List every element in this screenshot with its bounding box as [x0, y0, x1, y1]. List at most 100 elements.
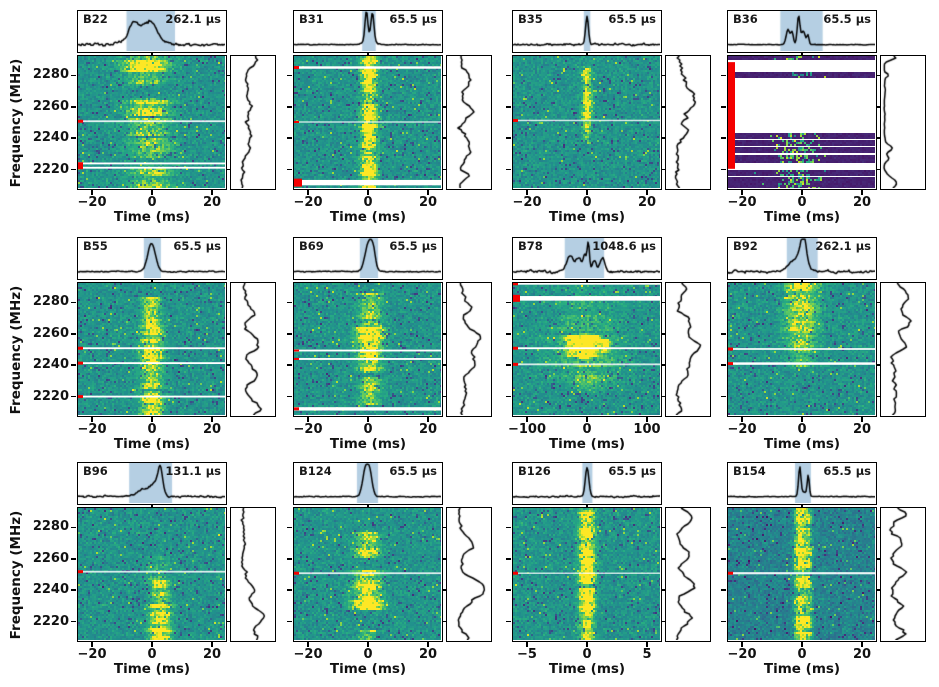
y-tick-label: 2240	[32, 582, 69, 598]
timeseries-x-tick-mark	[367, 53, 369, 55]
y-tick-mark	[721, 333, 726, 335]
x-tick-mark	[646, 417, 648, 422]
spectrogram-canvas	[78, 508, 225, 640]
timeseries-x-tick-mark	[367, 505, 369, 507]
panel-duration-label: 262.1 µs	[815, 239, 871, 253]
spectrogram-canvas	[728, 56, 875, 188]
y-tick-mark	[876, 364, 880, 366]
panel-duration-label: 65.5 µs	[823, 12, 871, 26]
y-tick-label: 2260	[32, 325, 69, 341]
y-tick-mark	[442, 395, 446, 398]
spectrogram-plot	[512, 507, 662, 642]
x-tick-label: 0	[363, 422, 373, 437]
x-tick-mark	[646, 642, 648, 647]
x-tick-label: 0	[147, 647, 157, 662]
x-tick-mark	[861, 642, 863, 647]
y-tick-mark	[442, 168, 446, 171]
spectrogram-canvas	[294, 56, 441, 188]
spectrogram-plot	[77, 282, 227, 417]
y-tick-label: 2280	[32, 519, 69, 535]
y-tick-mark	[226, 137, 230, 139]
x-axis-label: Time (ms)	[113, 661, 191, 677]
spectrogram-plot	[727, 282, 877, 417]
x-tick-label: 20	[852, 647, 872, 662]
freq-profile-plot	[880, 55, 926, 190]
spectrogram-canvas	[78, 56, 225, 188]
x-tick-label: 20	[418, 195, 438, 210]
spectrogram-plot	[77, 507, 227, 642]
y-tick-mark	[876, 395, 880, 398]
y-tick-mark	[287, 333, 292, 335]
x-tick-label: 20	[852, 195, 872, 210]
y-tick-mark	[661, 301, 665, 304]
x-tick-label: 20	[852, 422, 872, 437]
x-axis-label: Time (ms)	[329, 661, 407, 677]
x-tick-mark	[211, 642, 213, 647]
x-axis-label: Time (ms)	[763, 209, 841, 225]
x-tick-mark	[586, 190, 588, 195]
x-axis-label: Time (ms)	[113, 436, 191, 452]
y-tick-mark	[661, 589, 665, 591]
y-tick-mark	[506, 74, 511, 77]
x-tick-mark	[91, 417, 93, 422]
panel-id-label: B78	[518, 239, 543, 253]
x-axis-label: Time (ms)	[329, 209, 407, 225]
x-tick-label: −100	[507, 422, 547, 437]
freq-profile-plot	[665, 55, 711, 190]
x-tick-label: 0	[797, 647, 807, 662]
y-tick-mark	[506, 526, 511, 529]
timeseries-canvas	[513, 463, 660, 503]
timeseries-canvas	[728, 238, 875, 278]
y-tick-mark	[661, 333, 665, 335]
y-tick-mark	[71, 106, 76, 108]
freq-profile-canvas	[447, 508, 490, 640]
y-tick-mark	[226, 589, 230, 591]
y-tick-mark	[287, 620, 292, 623]
y-tick-label: 2240	[32, 130, 69, 146]
y-tick-mark	[721, 168, 726, 171]
timeseries-canvas	[728, 463, 875, 503]
x-tick-label: 0	[147, 195, 157, 210]
timeseries-canvas	[78, 11, 225, 51]
freq-profile-canvas	[231, 283, 274, 415]
x-tick-mark	[151, 642, 153, 647]
y-tick-mark	[876, 106, 880, 108]
x-tick-mark	[646, 190, 648, 195]
y-tick-mark	[287, 168, 292, 171]
panel-duration-label: 65.5 µs	[823, 464, 871, 478]
y-tick-mark	[721, 301, 726, 304]
panel-id-label: B126	[518, 464, 551, 478]
y-tick-mark	[71, 168, 76, 171]
y-tick-mark	[442, 558, 446, 560]
x-axis-label: Time (ms)	[763, 436, 841, 452]
timeseries-plot: B36 65.5 µs	[727, 10, 877, 53]
timeseries-x-tick-mark	[367, 280, 369, 282]
y-tick-mark	[226, 620, 230, 623]
timeseries-plot: B154 65.5 µs	[727, 462, 877, 505]
x-tick-label: 0	[582, 195, 592, 210]
timeseries-plot: B78 1048.6 µs	[512, 237, 662, 280]
panel-duration-label: 1048.6 µs	[592, 239, 656, 253]
x-tick-label: 100	[633, 422, 661, 437]
timeseries-x-tick-mark	[151, 53, 153, 55]
freq-profile-canvas	[881, 283, 924, 415]
y-tick-mark	[71, 364, 76, 366]
x-tick-mark	[801, 190, 803, 195]
y-tick-mark	[71, 620, 76, 623]
freq-profile-canvas	[666, 56, 709, 188]
freq-profile-plot	[880, 507, 926, 642]
y-axis-label: Frequency (MHz)	[8, 58, 24, 187]
freq-profile-canvas	[881, 56, 924, 188]
y-tick-mark	[661, 168, 665, 171]
spectrogram-canvas	[513, 56, 660, 188]
timeseries-plot: B55 65.5 µs	[77, 237, 227, 280]
x-tick-label: 0	[363, 195, 373, 210]
x-tick-mark	[151, 417, 153, 422]
panel-id-label: B96	[83, 464, 108, 478]
x-tick-label: −20	[293, 422, 323, 437]
y-tick-mark	[442, 74, 446, 77]
timeseries-x-tick-mark	[586, 53, 588, 55]
freq-profile-plot	[446, 507, 492, 642]
timeseries-canvas	[728, 11, 875, 51]
y-tick-mark	[721, 526, 726, 529]
